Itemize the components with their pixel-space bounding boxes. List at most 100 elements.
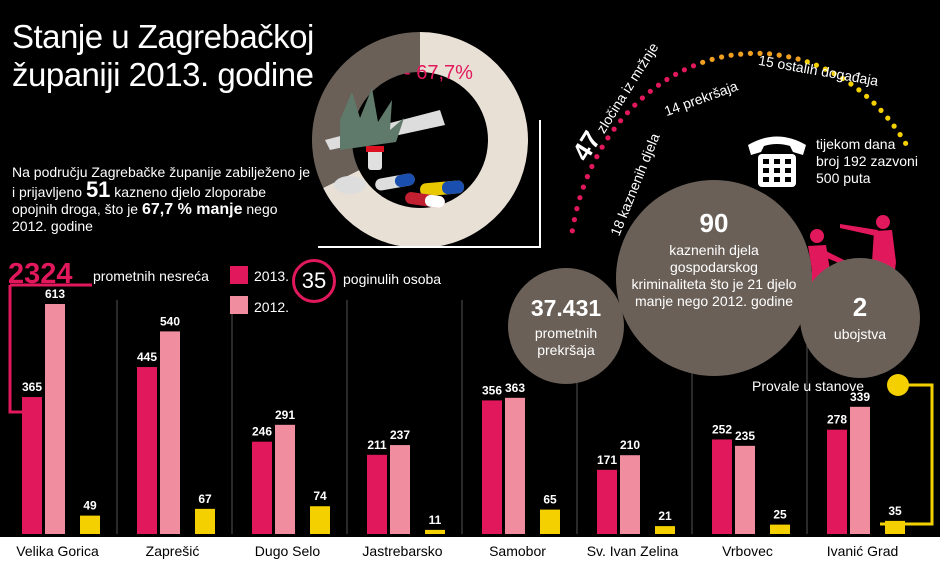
bar-2013-label: 252 [712,422,732,436]
bar-2013 [137,367,157,534]
arc-dot [767,51,773,57]
arc-dot [738,51,744,57]
arc-dot [885,115,891,121]
drug-text-pre: Na području Zagrebačke županije zabiljež… [12,164,311,200]
murders-bubble: 2 ubojstva [800,258,920,378]
bar-2012 [505,397,525,534]
bar-2012 [275,424,295,534]
page-title: Stanje u Zagrebačkoj županiji 2013. godi… [12,18,314,93]
bar-2012 [160,331,180,534]
arc-dot [757,50,763,57]
arc-dot [611,126,617,132]
provale-dot [887,374,909,396]
arc-dot [709,56,715,63]
bar-2013-label: 171 [597,453,617,467]
arc-dot [624,110,631,116]
bar-2013 [827,429,847,534]
arc-dot [571,217,578,223]
bar-2012-label: 291 [275,408,295,422]
traffic-offences-label: prometnih prekršaja [534,325,598,358]
drug-text-post: nego 2012. godine [12,201,278,234]
bar-2013-label: 365 [22,380,42,394]
phone-line-3: 500 puta [816,170,871,186]
bar-2012-label: 237 [390,428,410,442]
arc-dot [856,87,862,93]
drug-word-less: manje [191,201,243,218]
arc-dot [891,123,897,129]
bar-2012-label: 235 [735,429,755,443]
arc-dot [673,71,679,77]
legend-2013-label: 2013. [254,268,290,284]
bar-2013 [482,400,502,534]
arc-dot [840,75,846,82]
provale-label: Provale u stanove [752,378,865,394]
bar-2013 [712,439,732,534]
bar-provale [195,508,215,534]
city-label: Jastrebarsko [362,543,443,559]
arc-dot [822,66,829,72]
phone-icon [748,136,806,187]
deaths-count: 35 [292,259,336,303]
drug-crime-text: Na području Zagrebačke županije zabiljež… [12,164,312,235]
bar-provale-label: 25 [773,508,787,522]
bar-provale-label: 35 [888,504,902,518]
bar-provale [540,509,560,534]
arc-dot [681,67,688,73]
arc-dot [599,144,605,150]
arc-dot [878,107,884,113]
arc-dot [580,184,587,190]
provale-line [880,383,934,526]
cities-strip [0,537,940,569]
arc-dot [897,132,903,138]
city-label: Ivanić Grad [826,543,899,559]
bar-provale-label: 74 [313,489,327,503]
legend-2012-label: 2012. [254,299,290,315]
arc-dot [632,102,638,108]
arc-dot [690,63,697,69]
arc-dot [664,76,670,83]
arc-dot [813,62,820,68]
bar-2012-label: 339 [850,390,870,404]
phone-line-1: tijekom dana [816,136,896,152]
bar-provale-label: 65 [543,493,557,507]
arc-dot [574,206,580,212]
bar-2012 [45,304,65,534]
bar-2013 [367,454,387,534]
bar-provale [770,524,790,534]
arc-dot [786,54,792,60]
bar-2012-label: 613 [45,287,65,301]
economic-crime-bubble: 90 kaznenih djela gospodarskog kriminali… [616,180,812,376]
arc-dot [647,88,653,94]
bar-provale-label: 67 [198,492,212,506]
arc-dot [639,95,646,101]
city-label: Vrbovec [722,543,773,559]
economic-crime-number: 90 [699,208,729,238]
accidents-bracket [8,285,22,414]
drug-percent: 67,7 % [141,201,192,218]
legend-2013-swatch [230,266,248,284]
murders-label: ubojstva [833,326,887,342]
donut-decrease-slice [323,32,528,248]
arc-dot [804,59,810,65]
arc-dot [569,228,575,234]
bar-provale [80,515,100,534]
bar-2012 [620,455,640,534]
phone-line-2: broj 192 zazvoni [816,153,918,169]
donut-percent-label: - 67,7% [404,62,473,84]
bar-2012 [735,445,755,534]
accidents-label: prometnih nesreća [93,268,209,284]
legend-2012-swatch [230,296,248,314]
city-label: Dugo Selo [254,543,321,559]
phone-text: tijekom dana broj 192 zazvoni 500 puta [816,136,918,187]
arc-dot [864,93,870,99]
arc-dot [848,81,854,87]
deaths-label: poginulih osoba [343,271,442,287]
arc-dot [589,163,595,170]
arc-dot [776,52,782,58]
bar-2013 [252,441,272,534]
city-label: Sv. Ivan Zelina [586,543,679,559]
arc-dot [577,195,583,201]
bar-2013-label: 246 [252,425,272,439]
